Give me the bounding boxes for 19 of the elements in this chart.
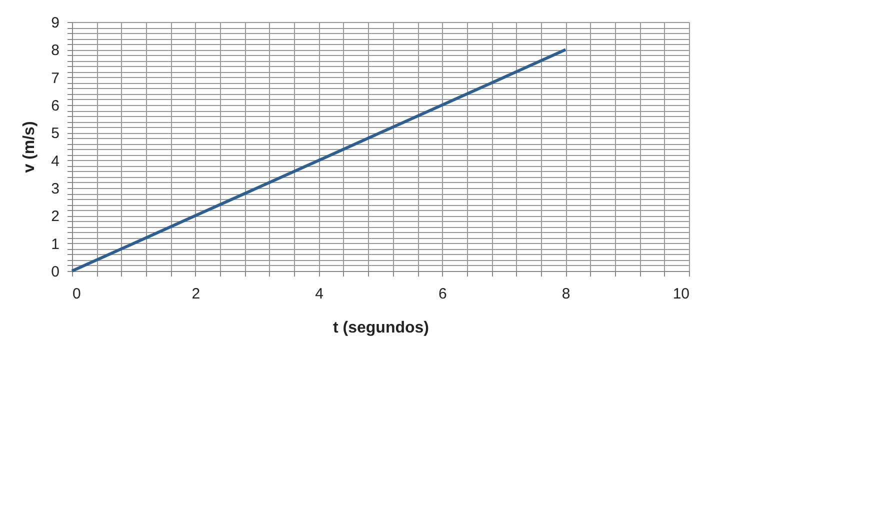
y-tick-label: 6	[51, 98, 60, 114]
x-tick-label: 6	[438, 286, 447, 302]
y-tick-label: 1	[51, 236, 60, 253]
y-tick-label: 0	[51, 264, 60, 280]
line-series	[70, 48, 568, 272]
x-tick-label: 4	[315, 286, 324, 302]
x-tick-label: 8	[562, 286, 570, 302]
y-tick-label: 9	[51, 14, 60, 32]
x-axis-title: t (segundos)	[333, 320, 429, 336]
y-tick-label: 4	[51, 152, 60, 170]
y-axis-title: v (m/s)	[21, 121, 38, 173]
x-tick-label: 10	[672, 286, 690, 302]
y-tick-label: 3	[51, 180, 60, 198]
x-tick-label: 0	[72, 286, 81, 302]
y-tick-label: 8	[51, 42, 60, 60]
x-tick-label: 2	[192, 286, 200, 302]
y-tick-label: 5	[51, 125, 60, 142]
y-tick-label: 2	[51, 208, 60, 226]
y-tick-label: 7	[51, 70, 60, 87]
